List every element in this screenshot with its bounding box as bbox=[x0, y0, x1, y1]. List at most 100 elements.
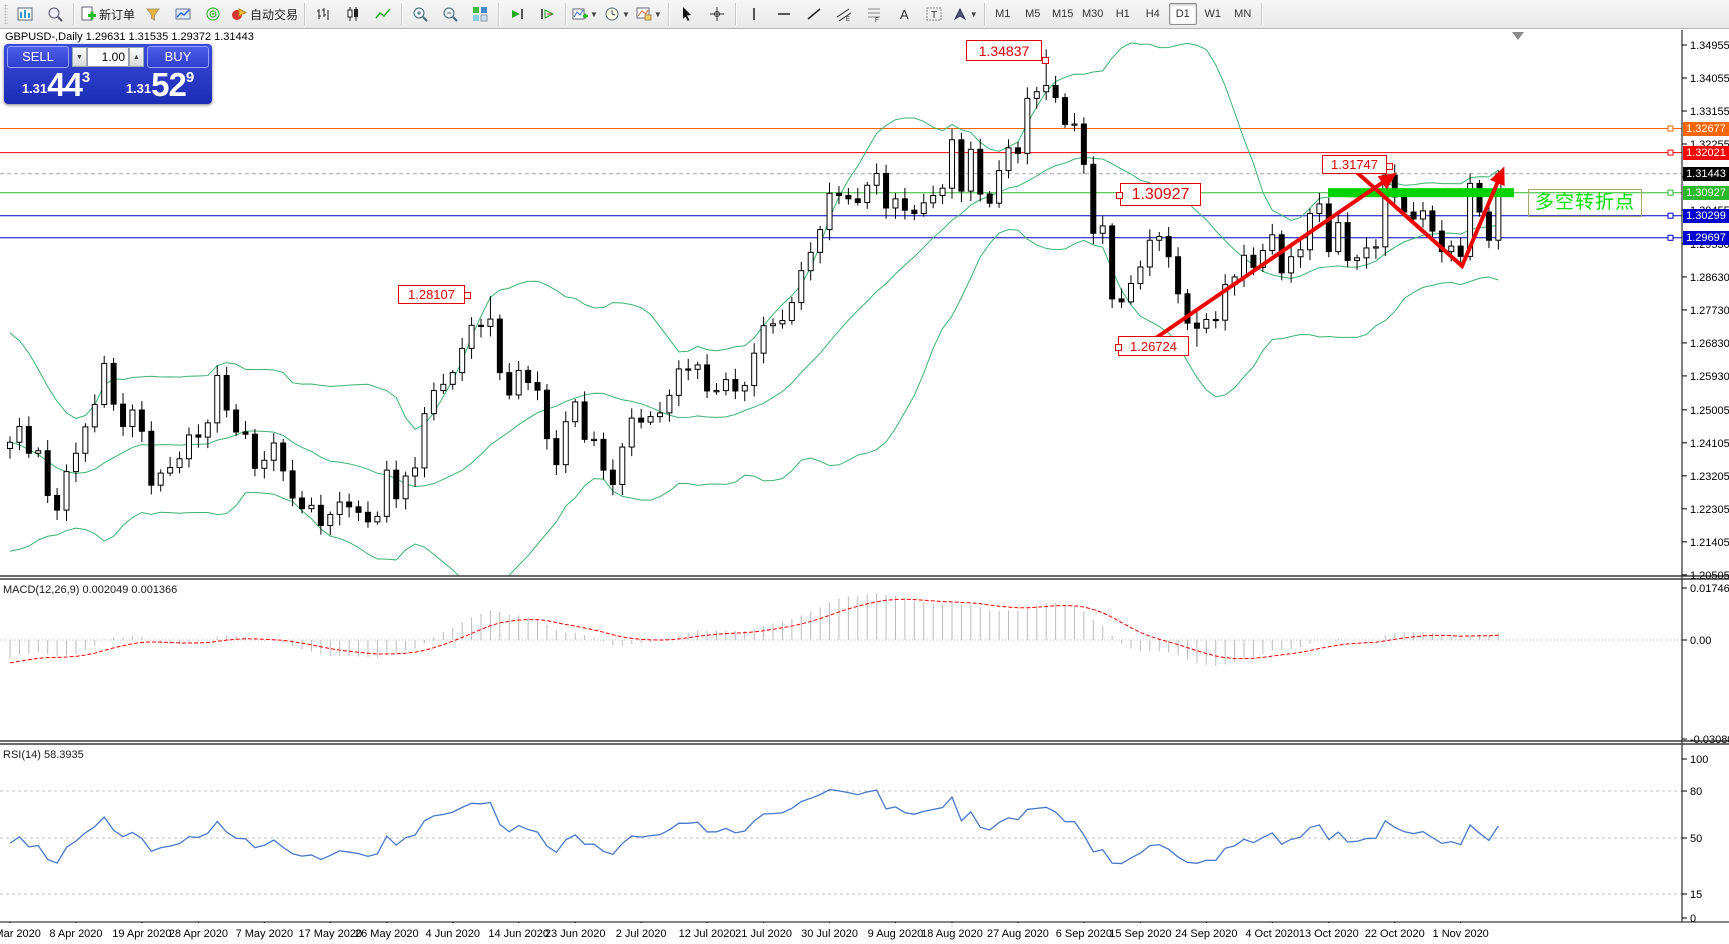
date-tick-label: 22 Oct 2020 bbox=[1364, 928, 1425, 940]
volume-increase-button[interactable]: ▲ bbox=[129, 47, 144, 67]
timeframe-m30-button[interactable]: M30 bbox=[1082, 8, 1104, 20]
svg-text:1.27730: 1.27730 bbox=[1690, 305, 1729, 317]
candle-chart-button[interactable] bbox=[338, 1, 368, 27]
timeframe-h4-button[interactable]: H4 bbox=[1145, 8, 1160, 20]
buy-price[interactable]: 1.31 52 9 bbox=[108, 68, 212, 102]
svg-text:1.20505: 1.20505 bbox=[1690, 570, 1729, 582]
volume-input[interactable]: 1.00 bbox=[87, 47, 129, 67]
svg-text:0.017463: 0.017463 bbox=[1690, 583, 1729, 595]
bar-chart-button[interactable] bbox=[308, 1, 338, 27]
dropdown-caret-icon: ▼ bbox=[621, 9, 630, 19]
chart-window-icon bbox=[17, 6, 33, 22]
buy-price-small: 1.31 bbox=[125, 81, 152, 96]
data-feed-button[interactable] bbox=[198, 1, 228, 27]
timeframe-mn-button[interactable]: MN bbox=[1234, 8, 1252, 20]
vertical-line-button[interactable] bbox=[739, 1, 769, 27]
svg-text:1.25930: 1.25930 bbox=[1690, 371, 1729, 383]
toolbar-separator bbox=[734, 3, 736, 25]
timeframe-d1-button[interactable]: D1 bbox=[1168, 3, 1197, 25]
text-button[interactable]: A bbox=[889, 1, 919, 27]
annotation-anchor-handle[interactable] bbox=[1116, 192, 1123, 199]
channel-icon: E bbox=[836, 6, 852, 22]
ohlc-header: GBPUSD-,Daily 1.29631 1.31535 1.29372 1.… bbox=[5, 31, 254, 43]
crosshair-button[interactable] bbox=[702, 1, 732, 27]
timeframe-w1-button[interactable]: W1 bbox=[1204, 8, 1221, 20]
svg-text:A: A bbox=[900, 7, 909, 22]
vertical-line-icon bbox=[746, 6, 762, 22]
new-order-icon bbox=[80, 6, 96, 22]
svg-text:E: E bbox=[846, 17, 850, 22]
zoom-out-button[interactable] bbox=[435, 1, 465, 27]
date-tick-label: 30 Jul 2020 bbox=[801, 928, 858, 940]
funnel-icon bbox=[145, 6, 161, 22]
date-tick-label: 6 Sep 2020 bbox=[1055, 928, 1113, 940]
cursor-icon bbox=[679, 6, 695, 22]
text-a-icon: A bbox=[896, 6, 912, 22]
timeframe-h1-button[interactable]: H1 bbox=[1115, 8, 1130, 20]
cursor-button[interactable] bbox=[672, 1, 702, 27]
timeframe-m1-button[interactable]: M1 bbox=[995, 8, 1011, 20]
price-annotation-label[interactable]: 1.31747 bbox=[1322, 155, 1387, 174]
annotation-anchor-handle[interactable] bbox=[1386, 163, 1393, 170]
channel-button[interactable]: E bbox=[829, 1, 859, 27]
price-annotation-label[interactable]: 1.30927 bbox=[1120, 183, 1201, 206]
svg-text:F: F bbox=[875, 18, 879, 22]
indicators-button[interactable]: ▼ bbox=[569, 1, 601, 27]
svg-text:0: 0 bbox=[1690, 913, 1696, 925]
arrows-button[interactable]: ▼ bbox=[949, 1, 981, 27]
date-tick-label: 21 Jul 2020 bbox=[735, 928, 793, 940]
turning-point-note[interactable]: 多空转折点 bbox=[1528, 189, 1642, 217]
timeframe-m15-button[interactable]: M15 bbox=[1052, 8, 1074, 20]
periods-button[interactable]: ▼ bbox=[601, 1, 633, 27]
candle-chart-icon bbox=[345, 6, 361, 22]
text-label-button[interactable]: T bbox=[919, 1, 949, 27]
svg-text:80: 80 bbox=[1690, 786, 1702, 798]
layout-button[interactable] bbox=[138, 1, 168, 27]
horizontal-line-button[interactable] bbox=[769, 1, 799, 27]
main-toolbar: 新订单 自动交易 ▼ ▼ ▼ E F A T ▼ bbox=[0, 0, 1729, 29]
zoom-in-button[interactable] bbox=[405, 1, 435, 27]
macd-label: MACD(12,26,9) 0.002049 0.001366 bbox=[3, 584, 178, 596]
buy-price-big: 52 bbox=[151, 66, 187, 103]
sell-price-small: 1.31 bbox=[21, 81, 48, 96]
fibonacci-button[interactable]: F bbox=[859, 1, 889, 27]
volume-decrease-button[interactable]: ▼ bbox=[72, 47, 87, 67]
svg-text:1.23205: 1.23205 bbox=[1690, 471, 1729, 483]
sell-price-sup: 3 bbox=[81, 69, 91, 86]
preview-button[interactable] bbox=[40, 1, 70, 27]
chart-shift-button[interactable] bbox=[532, 1, 562, 27]
sell-price[interactable]: 1.31 44 3 bbox=[4, 68, 108, 102]
tile-windows-button[interactable] bbox=[465, 1, 495, 27]
indicators-icon bbox=[572, 6, 589, 22]
annotation-anchor-handle[interactable] bbox=[464, 292, 471, 299]
tile-windows-icon bbox=[472, 6, 488, 22]
new-order-button[interactable]: 新订单 bbox=[77, 1, 138, 27]
auto-scroll-button[interactable] bbox=[502, 1, 532, 27]
crosshair-icon bbox=[709, 6, 725, 22]
annotation-anchor-handle[interactable] bbox=[1115, 344, 1122, 351]
timeframe-m5-button[interactable]: M5 bbox=[1025, 8, 1041, 20]
trendline-button[interactable] bbox=[799, 1, 829, 27]
level-price-badge: 1.30299 bbox=[1683, 208, 1729, 223]
level-price-badge: 1.30927 bbox=[1683, 185, 1729, 200]
annotation-anchor-handle[interactable] bbox=[1042, 57, 1049, 64]
autotrade-button[interactable]: 自动交易 bbox=[228, 1, 301, 27]
sell-button[interactable]: SELL bbox=[7, 46, 69, 68]
price-annotation-label[interactable]: 1.26724 bbox=[1118, 336, 1189, 356]
price-annotation-label[interactable]: 1.34837 bbox=[966, 40, 1042, 61]
date-tick-label: 9 Aug 2020 bbox=[867, 928, 924, 940]
toolbar-separator bbox=[498, 3, 500, 25]
chart-window-button[interactable] bbox=[10, 1, 40, 27]
current-price-badge: 1.31443 bbox=[1683, 166, 1729, 181]
rsi-label: RSI(14) 58.3935 bbox=[3, 749, 84, 761]
toolbar-separator bbox=[565, 3, 567, 25]
svg-text:1.34055: 1.34055 bbox=[1690, 73, 1729, 85]
price-annotation-label[interactable]: 1.28107 bbox=[398, 285, 465, 304]
dropdown-caret-icon: ▼ bbox=[590, 9, 598, 19]
buy-button[interactable]: BUY bbox=[147, 46, 209, 68]
templates-button[interactable]: ▼ bbox=[633, 1, 665, 27]
market-watch-button[interactable] bbox=[168, 1, 198, 27]
line-chart-button[interactable] bbox=[368, 1, 398, 27]
